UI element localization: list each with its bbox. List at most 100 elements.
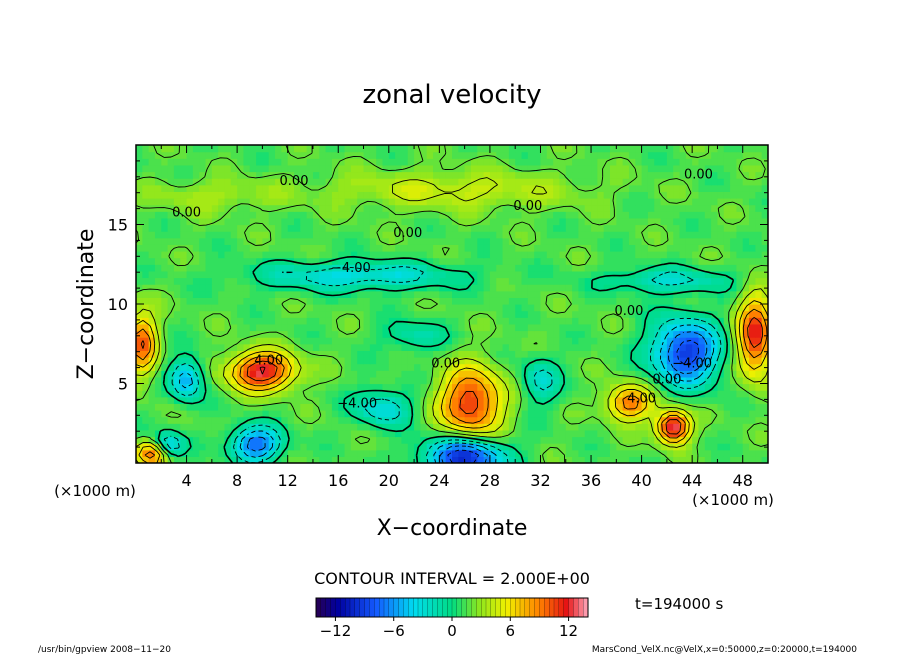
- field-cell: [755, 264, 763, 272]
- field-cell: [199, 270, 207, 279]
- field-cell: [603, 343, 611, 351]
- field-cell: [515, 257, 523, 265]
- field-cell: [433, 191, 440, 199]
- field-cell: [281, 436, 289, 444]
- field-cell: [173, 204, 181, 212]
- field-cell: [445, 390, 453, 398]
- field-cell: [414, 244, 421, 252]
- field-cell: [698, 436, 706, 444]
- field-cell: [483, 343, 491, 351]
- field-cell: [521, 178, 529, 186]
- field-cell: [628, 330, 636, 338]
- field-cell: [742, 330, 750, 338]
- field-cell: [401, 290, 409, 298]
- field-cell: [338, 184, 346, 192]
- field-cell: [452, 231, 459, 239]
- field-cell: [136, 237, 143, 245]
- field-cell: [363, 284, 371, 292]
- field-cell: [420, 244, 428, 252]
- field-cell: [344, 363, 352, 371]
- field-cell: [736, 436, 744, 444]
- field-cell: [167, 350, 175, 358]
- field-cell: [673, 191, 681, 199]
- field-cell: [224, 363, 232, 371]
- field-cell: [736, 204, 744, 212]
- field-cell: [546, 429, 554, 438]
- field-cell: [685, 158, 693, 166]
- field-cell: [628, 350, 636, 358]
- field-cell: [647, 145, 655, 153]
- field-cell: [508, 410, 516, 418]
- field-cell: [603, 429, 611, 438]
- field-cell: [249, 323, 257, 332]
- field-cell: [470, 376, 478, 385]
- field-cell: [610, 251, 617, 259]
- field-cell: [698, 290, 706, 298]
- field-cell: [338, 158, 346, 166]
- field-cell: [230, 423, 238, 431]
- field-cell: [350, 304, 358, 312]
- field-cell: [306, 343, 314, 351]
- field-cell: [268, 383, 276, 391]
- field-cell: [224, 217, 232, 226]
- field-cell: [647, 304, 655, 312]
- field-cell: [224, 290, 232, 298]
- field-cell: [445, 449, 453, 457]
- field-cell: [654, 396, 662, 404]
- field-cell: [578, 396, 586, 404]
- field-cell: [534, 429, 542, 438]
- field-cell: [256, 178, 263, 186]
- field-cell: [603, 436, 611, 444]
- field-cell: [489, 270, 497, 279]
- field-cell: [262, 396, 270, 404]
- field-cell: [388, 423, 396, 431]
- field-cell: [635, 164, 643, 173]
- field-cell: [591, 370, 598, 378]
- field-cell: [723, 158, 731, 166]
- field-cell: [275, 304, 282, 312]
- field-cell: [433, 376, 440, 385]
- field-cell: [148, 145, 156, 153]
- field-cell: [294, 204, 301, 212]
- x-axis-ticks: 4 8 12 16 20 24 28 32 36 40 44 48: [160, 145, 753, 490]
- field-cell: [730, 178, 737, 186]
- field-cell: [654, 323, 662, 332]
- field-cell: [515, 204, 523, 212]
- field-cell: [711, 449, 719, 457]
- field-cell: [420, 304, 428, 312]
- field-cell: [692, 145, 700, 153]
- field-cell: [666, 164, 674, 173]
- field-cell: [685, 456, 693, 463]
- field-cell: [154, 416, 162, 424]
- field-cell: [616, 158, 624, 166]
- field-cell: [565, 204, 573, 212]
- field-cell: [527, 449, 535, 457]
- field-cell: [698, 257, 706, 265]
- field-cell: [597, 337, 605, 345]
- field-cell: [673, 257, 681, 265]
- field-cell: [610, 211, 617, 219]
- field-cell: [395, 304, 403, 312]
- field-cell: [572, 323, 579, 332]
- field-cell: [616, 211, 624, 219]
- field-cell: [407, 178, 415, 186]
- field-cell: [136, 323, 143, 332]
- field-cell: [205, 297, 213, 305]
- colorbar-swatch: [524, 597, 531, 618]
- field-cell: [136, 350, 143, 358]
- field-cell: [761, 264, 768, 272]
- field-cell: [711, 403, 719, 411]
- field-cell: [294, 304, 301, 312]
- field-cell: [256, 270, 263, 279]
- field-cell: [540, 204, 548, 212]
- field-cell: [616, 191, 624, 199]
- field-cell: [369, 171, 377, 179]
- field-cell: [464, 178, 472, 186]
- field-cell: [572, 290, 579, 298]
- field-cell: [761, 343, 768, 351]
- field-cell: [546, 297, 554, 305]
- field-cell: [654, 264, 662, 272]
- field-cell: [698, 337, 706, 345]
- field-cell: [704, 158, 712, 166]
- field-cell: [673, 251, 681, 259]
